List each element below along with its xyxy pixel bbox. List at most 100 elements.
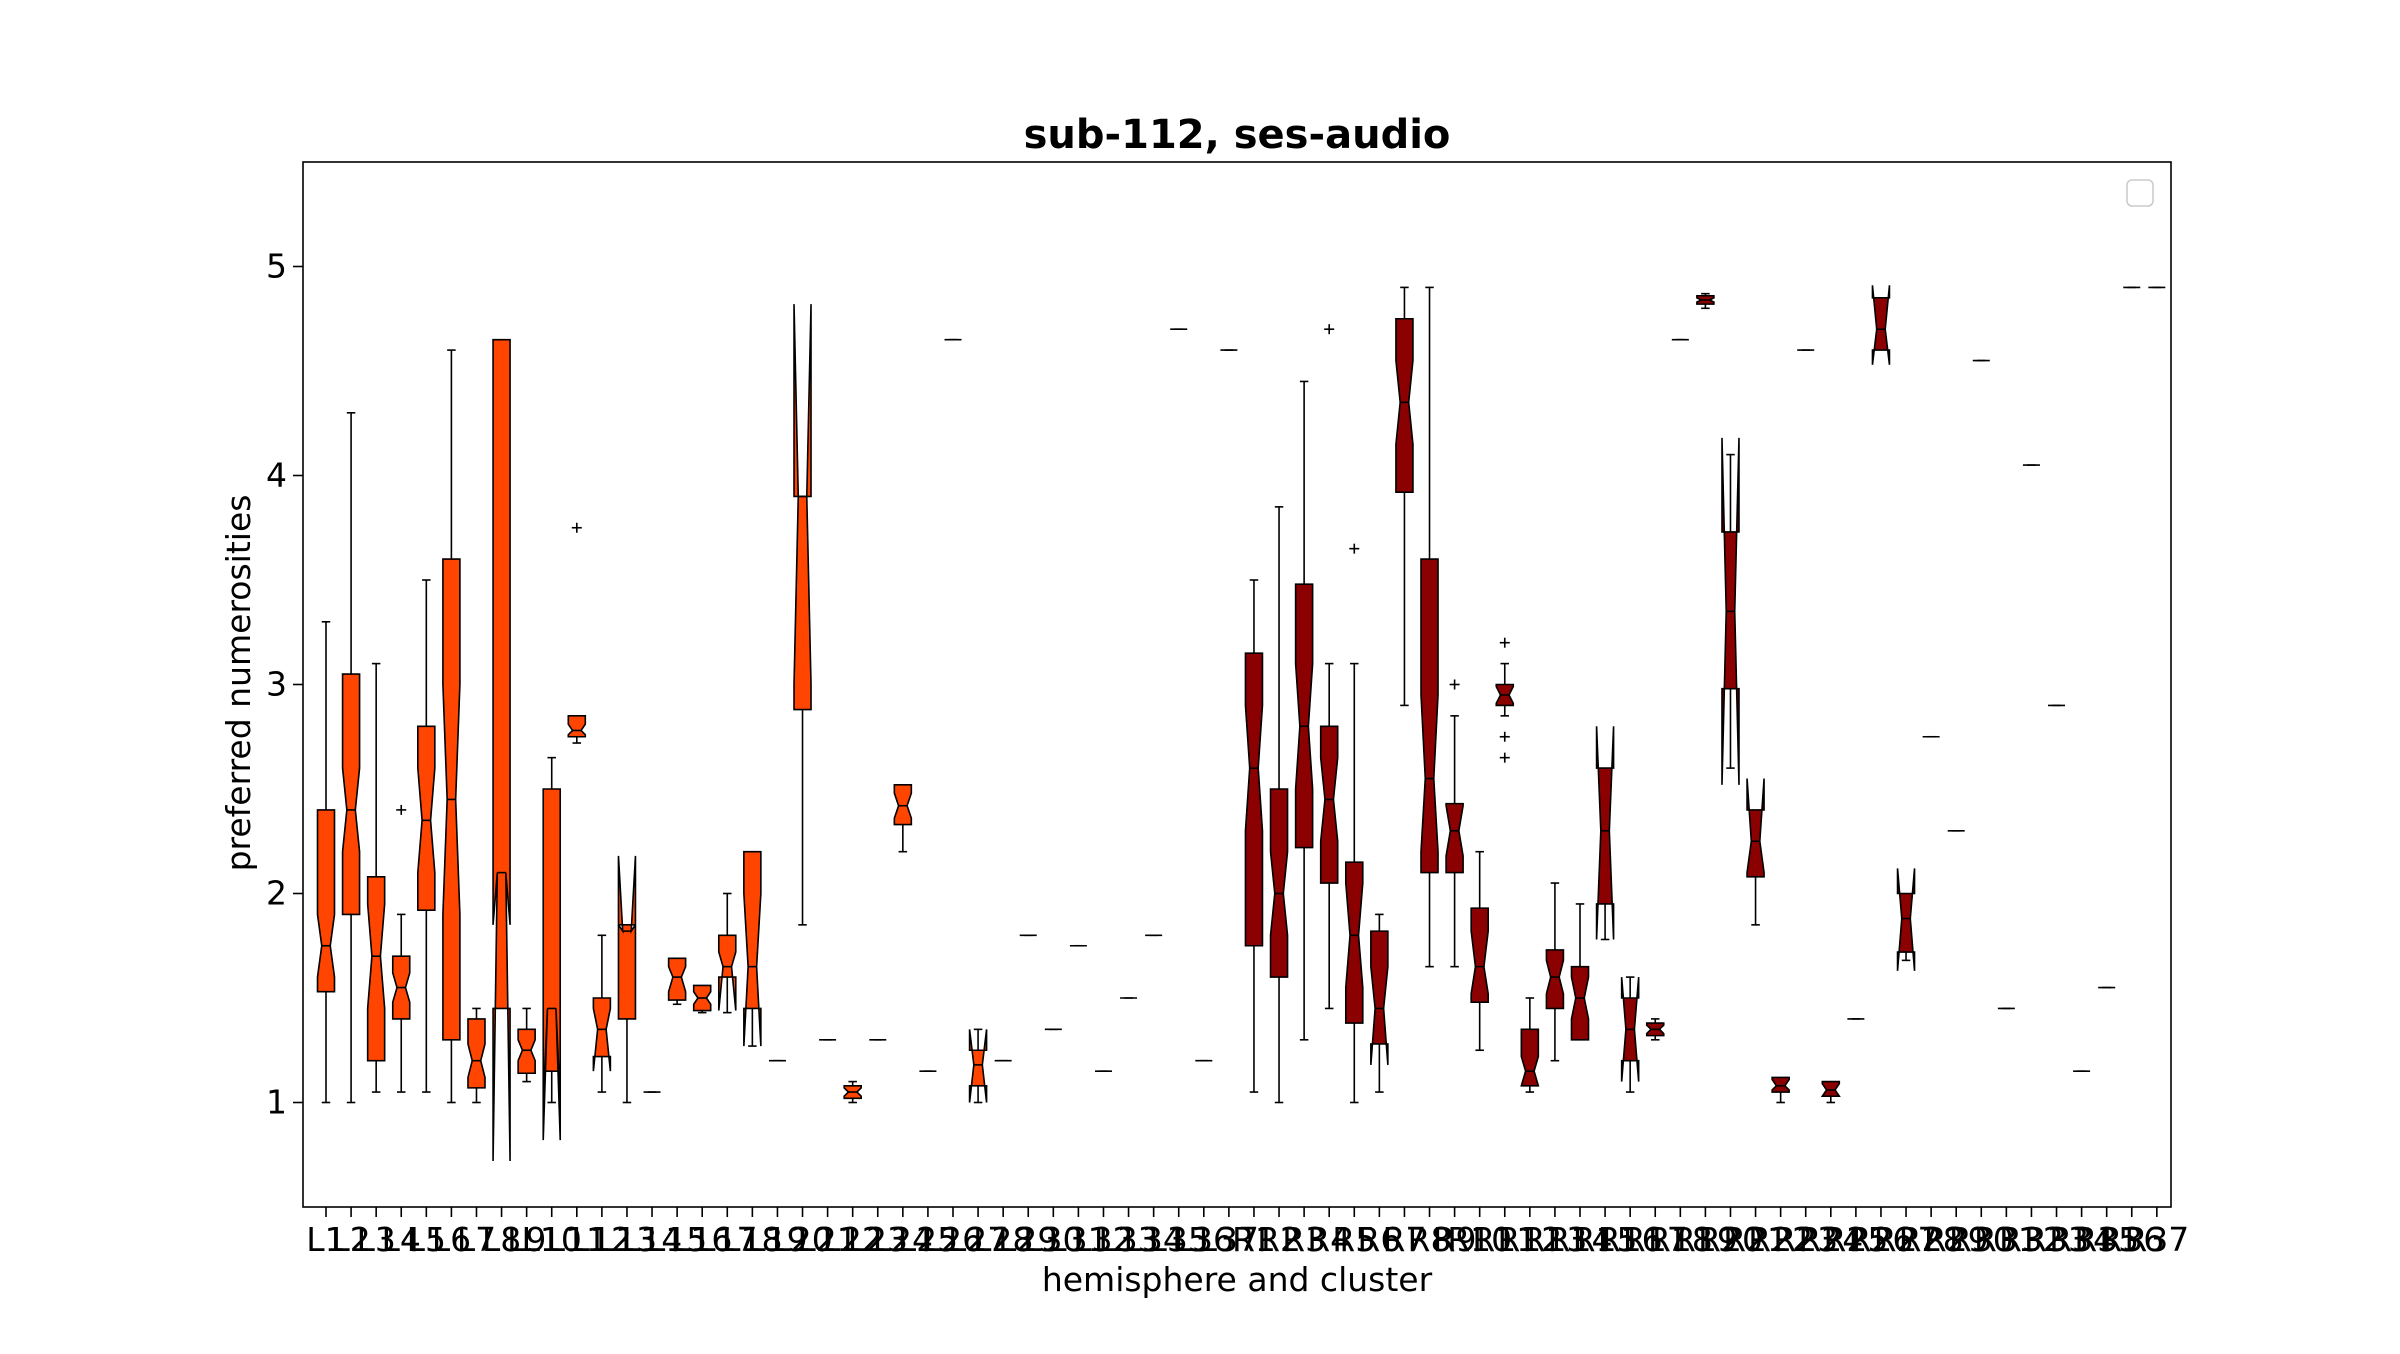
x-tick-label: R16 [1598,1220,1663,1259]
x-tick-label: L27 [948,1220,1008,1259]
x-tick-label: R26 [1848,1220,1913,1259]
box-R7 [1395,286,1414,707]
box-body [1319,725,1339,884]
box-body [1244,652,1264,947]
y-axis-label: preferred numerosities [219,495,258,872]
x-tick-label: R19 [1673,1220,1738,1259]
x-tick-label: L26 [923,1220,983,1259]
box-L12 [592,934,612,1093]
box-R26 [1871,285,1891,365]
x-tick-label: L31 [1048,1220,1108,1259]
x-tick-label: L23 [848,1220,908,1259]
x-tick-label: L3 [356,1220,395,1259]
box-body [1370,930,1389,1065]
box-L16 [692,984,712,1014]
box-body [1595,726,1615,940]
box-R14 [1570,903,1590,1041]
x-tick-label: L5 [407,1220,446,1259]
x-tick-label: L11 [547,1220,607,1259]
x-tick-label: R35 [2074,1220,2139,1259]
box-R13 [1545,882,1565,1062]
x-tick-label: L9 [507,1220,546,1259]
box-body [1344,861,1364,1024]
box-body [1395,317,1414,494]
flier-marker [1499,752,1510,763]
box-body [1820,1080,1841,1098]
flier-marker [1449,679,1460,690]
x-tick-label: R22 [1748,1220,1813,1259]
box-R20 [1721,437,1740,785]
x-tick-label: L15 [647,1220,707,1259]
y-tick-label: 3 [266,665,287,704]
x-tick-label: R29 [1924,1220,1989,1259]
x-tick-label: L33 [1098,1220,1158,1259]
x-tick-label: R18 [1648,1220,1713,1259]
box-body [1545,949,1565,1010]
chart-title: sub-112, ses-audio [1024,112,1451,158]
box-body [316,809,336,993]
x-tick-label: L24 [873,1220,933,1259]
x-tick-label: L17 [697,1220,757,1259]
box-R1 [1244,579,1264,1093]
box-R4 [1319,324,1339,1010]
x-tick-label: R10 [1447,1220,1512,1259]
box-R15 [1595,726,1615,941]
box-L18 [743,850,762,1047]
y-tick-label: 4 [266,456,287,495]
x-tick-label: L10 [522,1220,582,1259]
x-tick-label: R9 [1433,1220,1477,1259]
box-body [341,673,361,916]
box-body [1470,907,1489,1003]
box-L5 [417,579,436,1093]
box-body [893,784,913,826]
flier-marker [1499,637,1510,648]
x-tick-label: L7 [457,1220,496,1259]
box-R16 [1620,976,1640,1093]
box-L4 [391,804,411,1093]
x-tick-label: L32 [1073,1220,1133,1259]
x-tick-label: L8 [482,1220,521,1259]
box-body [1871,285,1891,365]
box-L8 [492,338,511,1162]
x-tick-label: L1 [306,1220,345,1259]
box-body [542,788,562,1141]
box-body [968,1029,988,1103]
x-tick-label: L36 [1174,1220,1234,1259]
box-L1 [316,620,336,1104]
x-tick-label: R2 [1257,1220,1301,1259]
x-tick-label: L19 [747,1220,807,1259]
x-tick-label: L34 [1123,1220,1183,1259]
box-R11 [1495,637,1515,763]
x-tick-label: R21 [1723,1220,1788,1259]
box-body [1420,558,1439,874]
x-tick-label: L16 [672,1220,732,1259]
x-tick-label: R4 [1307,1220,1351,1259]
box-body [1570,965,1590,1041]
x-tick-label: L21 [797,1220,857,1259]
box-body [517,1028,536,1075]
box-L13 [617,855,637,1104]
box-body [592,997,612,1072]
x-axis-label: hemisphere and cluster [1042,1260,1433,1299]
box-body [567,715,587,738]
x-tick-label: R13 [1522,1220,1587,1259]
box-body [417,725,436,912]
box-R9 [1445,679,1464,968]
box-R27 [1896,868,1916,971]
x-tick-label: R20 [1698,1220,1763,1259]
y-tick-label: 1 [266,1083,287,1122]
box-R21 [1746,778,1765,926]
box-body [1269,788,1289,978]
x-tick-label: R30 [1949,1220,2014,1259]
box-body [1896,868,1916,971]
x-tick-label: R25 [1823,1220,1888,1259]
flier-marker [1349,543,1360,554]
x-tick-label: R34 [2049,1220,2114,1259]
x-tick-label: R36 [2099,1220,2164,1259]
x-tick-label: R3 [1282,1220,1326,1259]
box-R24 [1820,1080,1841,1104]
x-tick-label: L22 [822,1220,882,1259]
x-tick-label: R27 [1874,1220,1939,1259]
